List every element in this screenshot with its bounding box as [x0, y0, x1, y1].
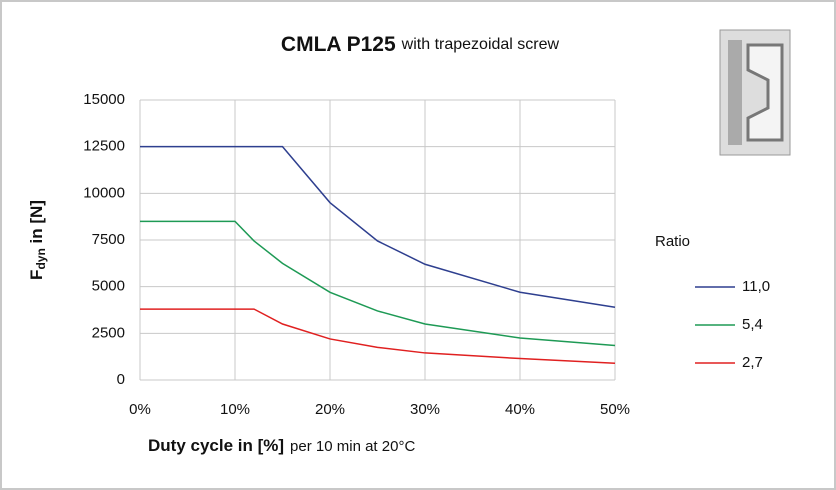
x-label-note: per 10 min at 20°C: [290, 438, 415, 455]
y-tick-label: 0: [117, 371, 125, 388]
legend-label: 2,7: [742, 354, 763, 371]
y-tick-label: 10000: [83, 184, 125, 201]
y-tick-label: 7500: [92, 231, 125, 248]
x-label-main: Duty cycle in [%]: [148, 436, 284, 455]
y-axis-label: Fdyn in [N]: [27, 200, 48, 280]
legend-title: Ratio: [655, 233, 690, 250]
y-tick-label: 15000: [83, 91, 125, 108]
x-tick-label: 20%: [315, 401, 345, 418]
title-sub: with trapezoidal screw: [401, 36, 560, 53]
y-tick-label: 2500: [92, 324, 125, 341]
series-line: [140, 308, 616, 364]
y-tick-label: 5000: [92, 278, 125, 295]
series-line: [140, 220, 616, 347]
x-tick-label: 40%: [505, 401, 535, 418]
y-label-sub: dyn: [34, 248, 48, 269]
y-label-main: F: [27, 270, 46, 280]
x-axis-label: Duty cycle in [%] per 10 min at 20°C: [148, 436, 415, 455]
chart-title: CMLA P125 with trapezoidal screw: [281, 33, 560, 56]
legend-label: 11,0: [742, 278, 770, 295]
series-line: [140, 145, 616, 308]
legend-label: 5,4: [742, 316, 763, 333]
y-label-rest: in [N]: [27, 200, 46, 248]
y-tick-label: 12500: [83, 138, 125, 155]
x-tick-label: 50%: [600, 401, 630, 418]
x-tick-label: 10%: [220, 401, 250, 418]
x-tick-label: 30%: [410, 401, 440, 418]
title-main: CMLA P125: [281, 33, 396, 56]
product-icon: [719, 29, 791, 156]
x-tick-label: 0%: [129, 401, 151, 418]
